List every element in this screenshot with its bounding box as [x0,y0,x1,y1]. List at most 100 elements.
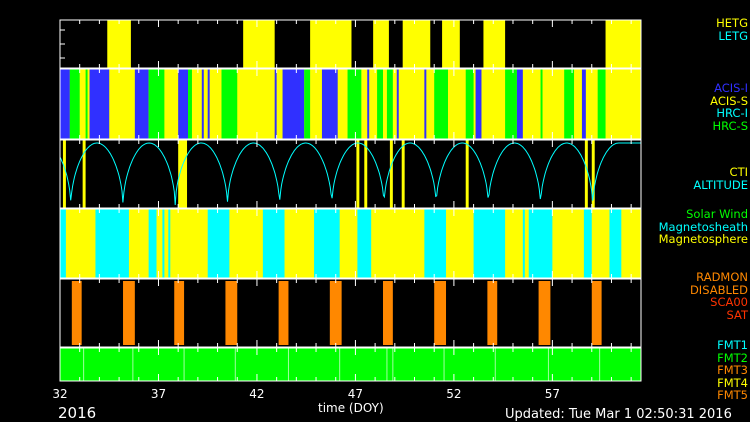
legend-sca00: SCA00 [710,295,748,309]
legend-cti: CTI ALTITUDE [693,166,748,191]
segment-instrument-3 [89,69,110,139]
segment-grating-2 [310,20,352,68]
segment-environment-10 [473,209,506,278]
segment-grating-1 [243,20,275,68]
segment-instrument-27 [564,69,575,139]
segment-instrument-23 [475,69,482,139]
segment-instrument-18 [386,69,393,139]
segment-instrument-13 [304,69,311,139]
legend-fmt4: FMT4 [717,375,748,390]
segment-radiation-7 [434,281,447,345]
segment-radiation-6 [382,281,393,345]
legend-magnetosheath: Magnetosheath [658,219,748,234]
legend-hrc-i: HRC-I [716,106,748,120]
segment-instrument-19 [396,69,399,139]
segment-environment-3 [162,209,165,278]
legend-letg: LETG [718,28,748,43]
segment-grating-7 [605,20,641,68]
legend-radiation: RADMON DISABLED SCA00 SAT [690,271,748,321]
legend-hrc-s: HRC-S [712,118,748,133]
segment-radiation-2 [174,281,185,345]
segment-cti-1 [82,140,86,208]
segment-environment-1 [95,209,129,278]
updated-timestamp: Updated: Tue Mar 1 02:50:31 2016 [505,407,732,422]
segment-instrument-7 [188,69,192,139]
legend-acis-i: ACIS-I [714,81,748,95]
legend-radmon: RADMON [696,270,748,284]
segment-environment-8 [357,209,372,278]
segment-instrument-0 [60,69,70,139]
panel-cti-frame [59,139,642,209]
segment-grating-6 [483,20,506,68]
segment-radiation-0 [71,281,82,345]
segment-instrument-8 [201,69,204,139]
segment-radiation-1 [123,281,135,345]
altitude-curve [59,142,641,206]
segment-grating-4 [402,20,431,68]
segment-instrument-25 [516,69,523,139]
segment-instrument-12 [282,69,305,139]
segment-grating-0 [107,20,131,68]
panel-environment-frame [59,208,642,279]
legend-sat: SAT [726,307,748,322]
segment-environment-13 [583,209,592,278]
segment-instrument-15 [347,69,362,139]
legend-altitude: ALTITUDE [693,177,748,192]
segment-instrument-6 [178,69,189,139]
panel-format-frame [59,347,642,382]
legend-environment: Solar Wind Magnetosheath Magnetosphere [659,208,748,246]
segment-radiation-5 [329,281,342,345]
segment-instrument-22 [465,69,474,139]
segment-instrument-29 [597,69,606,139]
legend-fmt5: FMT5 [717,388,748,402]
legend-acis-s: ACIS-S [710,93,748,108]
segment-radiation-3 [225,281,238,345]
segment-environment-14 [609,209,622,278]
legend-instrument: ACIS-I ACIS-S HRC-I HRC-S [710,82,748,132]
segment-cti-9 [591,140,595,208]
legend-format: FMT1 FMT2 FMT3 FMT4 FMT5 [717,339,748,402]
segment-cti-7 [465,140,469,208]
segment-grating-3 [373,20,389,68]
legend-magnetosphere: Magnetosphere [658,232,748,246]
x-axis-label: time (DOY) [318,401,384,415]
segment-environment-2 [148,209,157,278]
segment-instrument-21 [434,69,448,139]
legend-hetg: HETG [716,16,748,30]
segment-radiation-8 [487,281,498,345]
legend-disabled: DISABLED [689,282,748,297]
segment-instrument-16 [367,69,370,139]
segment-radiation-4 [278,281,289,345]
panel-instrument-frame [59,68,642,140]
segment-instrument-2 [85,69,88,139]
segment-environment-0 [60,209,66,278]
segment-instrument-20 [424,69,427,139]
segment-instrument-10 [221,69,238,139]
segment-cti-5 [389,140,393,208]
segment-instrument-5 [148,69,165,139]
legend-grating: HETG LETG [716,17,748,42]
legend-fmt2: FMT2 [717,350,748,365]
segment-environment-4 [168,209,171,278]
segment-instrument-9 [207,69,210,139]
segment-instrument-1 [69,69,80,139]
segment-cti-8 [584,140,588,208]
segment-radiation-10 [591,281,602,345]
segment-environment-6 [262,209,285,278]
segment-cti-4 [364,140,368,208]
segment-instrument-14 [321,69,338,139]
segment-environment-9 [424,209,447,278]
legend-cti-label: CTI [729,165,748,179]
segment-environment-7 [314,209,340,278]
panel-environment-background [60,209,641,278]
segment-cti-3 [356,140,360,208]
segment-environment-12 [528,209,553,278]
segment-grating-5 [442,20,460,68]
segment-environment-5 [207,209,230,278]
segment-instrument-17 [377,69,383,139]
segment-instrument-11 [274,69,277,139]
segment-instrument-24 [505,69,517,139]
x-tick-label-47: 47 [347,387,364,401]
segment-environment-11 [522,209,525,278]
